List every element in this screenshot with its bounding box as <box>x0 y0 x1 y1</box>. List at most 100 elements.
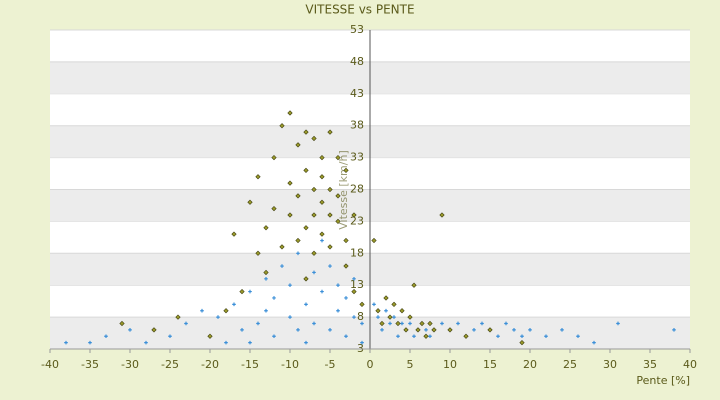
point <box>371 237 377 244</box>
x-tick-label: 15 <box>483 358 497 371</box>
point <box>400 321 404 326</box>
point <box>175 314 181 320</box>
point <box>576 334 580 339</box>
point <box>411 282 417 288</box>
point <box>327 212 333 218</box>
point <box>328 328 332 332</box>
point <box>428 334 432 339</box>
point <box>223 308 229 314</box>
point <box>119 320 125 327</box>
point <box>560 328 564 332</box>
point <box>399 308 405 314</box>
point <box>352 277 356 281</box>
point <box>88 340 92 345</box>
point <box>128 328 132 332</box>
point <box>288 315 292 319</box>
point <box>439 212 445 218</box>
point <box>247 199 253 205</box>
point <box>328 264 332 268</box>
y-axis-title: Vitesse [km/h] <box>337 150 350 230</box>
x-axis-title: Pente [%] <box>636 374 690 387</box>
x-tick-label: -5 <box>325 358 336 371</box>
point <box>216 315 220 319</box>
point <box>319 199 325 205</box>
point <box>104 334 108 339</box>
point <box>144 340 148 345</box>
point <box>512 328 516 332</box>
point <box>319 154 325 161</box>
x-tick-label: -20 <box>201 358 219 371</box>
point <box>327 186 333 193</box>
x-tick-label: -10 <box>281 358 299 371</box>
y-tick-label: 48 <box>350 55 364 68</box>
point <box>496 334 500 339</box>
point <box>304 340 308 345</box>
point <box>303 276 309 282</box>
x-tick-label: -30 <box>121 358 139 371</box>
y-tick-label: 43 <box>350 87 364 100</box>
point <box>303 167 309 173</box>
chart-title: VITESSE vs PENTE <box>305 3 414 17</box>
point <box>387 314 393 320</box>
point <box>379 320 385 327</box>
point <box>360 321 364 326</box>
point <box>311 135 317 142</box>
x-tick-label: 25 <box>563 358 577 371</box>
point <box>279 123 285 129</box>
point <box>396 334 400 339</box>
point <box>184 321 188 326</box>
point <box>472 328 476 332</box>
point <box>616 321 620 326</box>
point <box>288 283 292 287</box>
point <box>264 308 268 313</box>
point <box>312 321 316 326</box>
point <box>320 289 324 294</box>
y-tick-label: 38 <box>350 119 364 132</box>
point <box>480 321 484 326</box>
point <box>304 302 308 307</box>
point <box>407 314 413 320</box>
point <box>336 283 340 287</box>
point <box>280 264 284 268</box>
point <box>303 225 309 231</box>
point <box>372 302 376 307</box>
point <box>544 334 548 339</box>
point <box>344 296 348 300</box>
point <box>440 321 444 326</box>
point <box>384 308 388 313</box>
x-tick-label: 30 <box>603 358 617 371</box>
point <box>419 320 425 327</box>
point <box>335 193 341 199</box>
point <box>391 301 397 307</box>
x-tick-label: -35 <box>81 358 99 371</box>
x-tick-label: 10 <box>443 358 457 371</box>
x-tick-label: 40 <box>683 358 697 371</box>
point <box>296 328 300 332</box>
point <box>319 174 325 180</box>
point <box>327 129 333 135</box>
point <box>248 340 252 345</box>
point <box>520 334 524 339</box>
point <box>403 327 409 333</box>
point <box>375 308 381 314</box>
point <box>255 174 261 180</box>
point <box>463 333 469 339</box>
point <box>207 333 213 339</box>
point <box>287 212 293 218</box>
point <box>295 193 301 199</box>
point <box>200 308 204 313</box>
point <box>320 238 324 243</box>
point <box>295 237 301 244</box>
point <box>408 321 412 326</box>
point <box>395 320 401 327</box>
point <box>427 320 433 327</box>
point <box>319 231 325 237</box>
x-tick-label: -25 <box>161 358 179 371</box>
point <box>287 180 293 186</box>
x-tick-label: 0 <box>367 358 374 371</box>
y-tick-label: 28 <box>350 183 364 196</box>
point <box>415 327 421 333</box>
point <box>279 244 285 250</box>
y-tick-label: 13 <box>350 278 364 291</box>
point <box>232 302 236 307</box>
